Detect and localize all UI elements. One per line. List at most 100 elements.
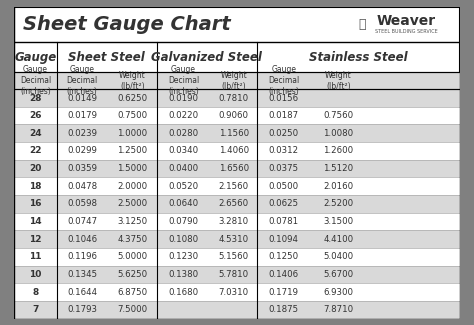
FancyBboxPatch shape — [14, 6, 460, 318]
Text: 0.1196: 0.1196 — [67, 252, 97, 261]
Text: 0.7560: 0.7560 — [323, 111, 354, 120]
Text: Sheet Gauge Chart: Sheet Gauge Chart — [23, 15, 231, 34]
Text: 8: 8 — [32, 288, 38, 296]
Text: Stainless Steel: Stainless Steel — [309, 51, 408, 64]
Text: 0.1080: 0.1080 — [168, 235, 199, 244]
Text: Galvanized Steel: Galvanized Steel — [152, 51, 263, 64]
Text: 14: 14 — [29, 217, 42, 226]
Text: 1.0000: 1.0000 — [117, 129, 147, 138]
Text: 7.8710: 7.8710 — [323, 305, 354, 314]
Bar — [14, 89, 460, 107]
Bar — [14, 72, 460, 89]
Text: 26: 26 — [29, 111, 42, 120]
Bar — [14, 160, 460, 177]
Text: 2.0000: 2.0000 — [117, 182, 147, 191]
Text: 0.0625: 0.0625 — [269, 199, 299, 208]
Text: 1.5000: 1.5000 — [117, 164, 147, 173]
Text: 2.5000: 2.5000 — [117, 199, 147, 208]
Text: 0.0280: 0.0280 — [168, 129, 199, 138]
Text: 0.1250: 0.1250 — [269, 252, 299, 261]
Text: Gauge
Decimal
(inches): Gauge Decimal (inches) — [168, 65, 199, 96]
Text: 0.1644: 0.1644 — [67, 288, 97, 296]
Text: 0.0190: 0.0190 — [169, 94, 199, 102]
Text: 10: 10 — [29, 270, 42, 279]
Text: 24: 24 — [29, 129, 42, 138]
Text: 1.0080: 1.0080 — [323, 129, 354, 138]
Text: 0.1094: 0.1094 — [269, 235, 299, 244]
Text: 0.1793: 0.1793 — [67, 305, 97, 314]
Text: 5.1560: 5.1560 — [219, 252, 249, 261]
Bar — [14, 248, 460, 266]
Text: Sheet Steel: Sheet Steel — [68, 51, 145, 64]
Text: 1.2500: 1.2500 — [117, 147, 147, 155]
Text: 22: 22 — [29, 147, 42, 155]
Bar — [14, 142, 460, 160]
Text: 0.1875: 0.1875 — [269, 305, 299, 314]
Text: 5.0400: 5.0400 — [323, 252, 354, 261]
Text: 6.8750: 6.8750 — [117, 288, 147, 296]
Text: 4.5310: 4.5310 — [219, 235, 249, 244]
Text: Weight
(lb/ft²): Weight (lb/ft²) — [220, 71, 247, 91]
Bar — [14, 283, 460, 301]
Text: 2.0160: 2.0160 — [323, 182, 354, 191]
Text: Gauge
Decimal
(inches): Gauge Decimal (inches) — [20, 65, 51, 96]
Text: 0.9060: 0.9060 — [219, 111, 249, 120]
Text: 1.2600: 1.2600 — [323, 147, 354, 155]
Text: 0.7500: 0.7500 — [117, 111, 147, 120]
Text: Gauge
Decimal
(inches): Gauge Decimal (inches) — [268, 65, 300, 96]
Text: 0.0149: 0.0149 — [67, 94, 97, 102]
Text: 0.1230: 0.1230 — [168, 252, 199, 261]
Text: 0.1046: 0.1046 — [67, 235, 97, 244]
Text: 0.1719: 0.1719 — [269, 288, 299, 296]
Bar — [14, 107, 460, 124]
Text: 0.0781: 0.0781 — [269, 217, 299, 226]
Text: 0.0747: 0.0747 — [67, 217, 97, 226]
Text: 0.0790: 0.0790 — [169, 217, 199, 226]
Text: 3.2810: 3.2810 — [219, 217, 249, 226]
Text: 0.0598: 0.0598 — [67, 199, 97, 208]
Text: 18: 18 — [29, 182, 42, 191]
Bar — [14, 177, 460, 195]
Text: 6.9300: 6.9300 — [323, 288, 353, 296]
Text: Gauge: Gauge — [14, 51, 56, 64]
Text: 0.0359: 0.0359 — [67, 164, 97, 173]
Text: 0.1345: 0.1345 — [67, 270, 97, 279]
Text: 5.7810: 5.7810 — [219, 270, 249, 279]
Text: Gauge
Decimal
(inches): Gauge Decimal (inches) — [66, 65, 98, 96]
Bar — [14, 301, 460, 318]
Text: 0.0250: 0.0250 — [269, 129, 299, 138]
Text: 0.0340: 0.0340 — [168, 147, 199, 155]
Bar — [14, 230, 460, 248]
Text: 0.0478: 0.0478 — [67, 182, 97, 191]
Text: 🚛: 🚛 — [358, 18, 365, 31]
Bar — [14, 124, 460, 142]
Text: 0.1380: 0.1380 — [168, 270, 199, 279]
Text: 1.5120: 1.5120 — [323, 164, 354, 173]
Text: 12: 12 — [29, 235, 42, 244]
Text: 2.5200: 2.5200 — [323, 199, 354, 208]
Text: 0.0220: 0.0220 — [168, 111, 199, 120]
Text: 2.6560: 2.6560 — [219, 199, 249, 208]
Text: 0.0179: 0.0179 — [67, 111, 97, 120]
Text: 0.0312: 0.0312 — [269, 147, 299, 155]
Text: 0.0500: 0.0500 — [269, 182, 299, 191]
Text: 1.6560: 1.6560 — [219, 164, 249, 173]
Text: 20: 20 — [29, 164, 42, 173]
Text: Weaver: Weaver — [377, 14, 436, 28]
Text: 0.6250: 0.6250 — [117, 94, 147, 102]
Text: 3.1500: 3.1500 — [323, 217, 354, 226]
Text: 0.0156: 0.0156 — [269, 94, 299, 102]
Text: 1.4060: 1.4060 — [219, 147, 249, 155]
Text: 0.1406: 0.1406 — [269, 270, 299, 279]
Bar — [14, 195, 460, 213]
Text: 0.7810: 0.7810 — [219, 94, 249, 102]
Text: 0.0239: 0.0239 — [67, 129, 97, 138]
Bar — [14, 266, 460, 283]
Text: 0.0400: 0.0400 — [168, 164, 199, 173]
Text: 28: 28 — [29, 94, 42, 102]
Text: 4.3750: 4.3750 — [117, 235, 147, 244]
Text: 5.6250: 5.6250 — [117, 270, 147, 279]
Text: 7.5000: 7.5000 — [117, 305, 147, 314]
Text: 5.0000: 5.0000 — [117, 252, 147, 261]
Text: 7: 7 — [32, 305, 38, 314]
